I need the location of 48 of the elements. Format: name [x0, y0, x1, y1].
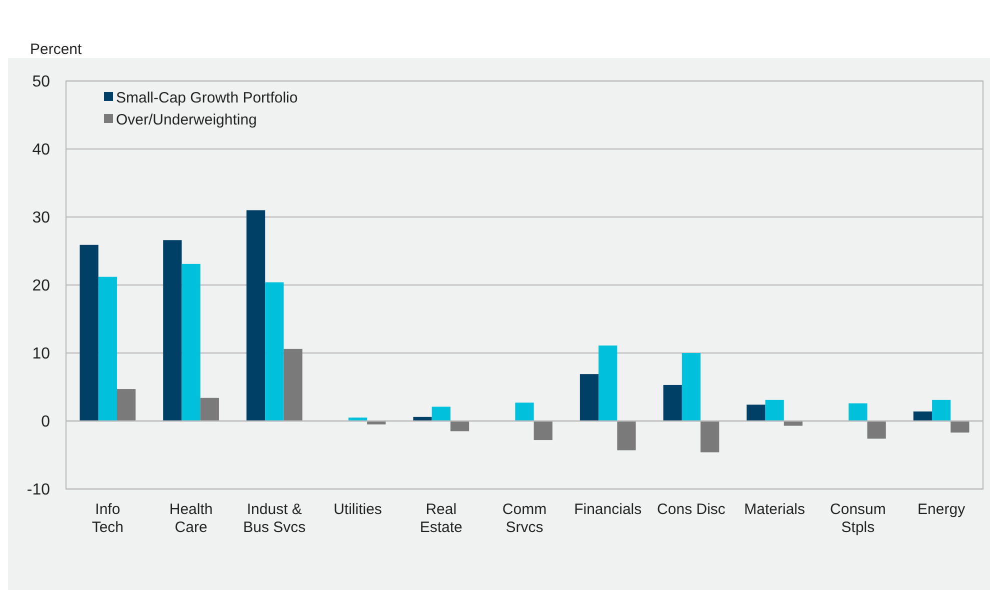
bar: [950, 421, 970, 433]
bar: [80, 244, 98, 421]
bar: [265, 282, 284, 421]
bar: [700, 421, 720, 452]
x-tick-label: Indust & Bus Svcs: [243, 501, 306, 536]
bar: [580, 374, 599, 421]
y-axis-title: Percent: [30, 41, 83, 58]
x-tick-label: Comm Srvcs: [502, 501, 547, 536]
bar: [163, 240, 182, 421]
x-tick-label: Financials: [574, 501, 642, 518]
x-tick-label: Real Estate: [420, 501, 462, 536]
legend-label: Small-Cap Growth Portfolio: [116, 89, 298, 106]
bar: [867, 421, 886, 439]
bar: [784, 421, 803, 426]
y-tick-label: 50: [32, 74, 50, 91]
x-tick-label: Utilities: [334, 501, 382, 518]
x-tick-label: Materials: [744, 501, 806, 518]
bar: [682, 353, 701, 421]
bar: [200, 398, 219, 421]
x-tick-label: Info Tech: [92, 501, 124, 536]
bar: [746, 404, 766, 421]
y-tick-label: 10: [32, 346, 50, 363]
bar: [284, 348, 302, 421]
y-tick-label: 0: [41, 414, 50, 431]
bar: [765, 400, 784, 421]
y-tick-label: 40: [32, 142, 50, 159]
y-tick-label: 20: [32, 278, 50, 295]
bar: [246, 210, 266, 421]
bar: [182, 264, 200, 421]
bar: [432, 406, 450, 421]
bar: [534, 421, 552, 440]
y-tick-label: 30: [32, 210, 50, 227]
bar: [450, 421, 470, 432]
bar: [598, 346, 618, 421]
legend-label: Over/Underweighting: [116, 111, 257, 128]
bar: [848, 403, 868, 421]
x-tick-label: Consum Stpls: [830, 501, 886, 536]
bar: [663, 384, 682, 421]
bar: [98, 276, 117, 421]
bar: [932, 400, 951, 421]
bar: [617, 421, 636, 450]
x-tick-label: Energy: [918, 501, 966, 518]
bar: [515, 402, 534, 421]
x-tick-label: Cons Disc: [657, 501, 726, 518]
bar: [116, 389, 136, 421]
bar: [913, 411, 932, 421]
x-tick-label: Health Care: [169, 501, 213, 536]
y-tick-label: -10: [26, 482, 50, 499]
